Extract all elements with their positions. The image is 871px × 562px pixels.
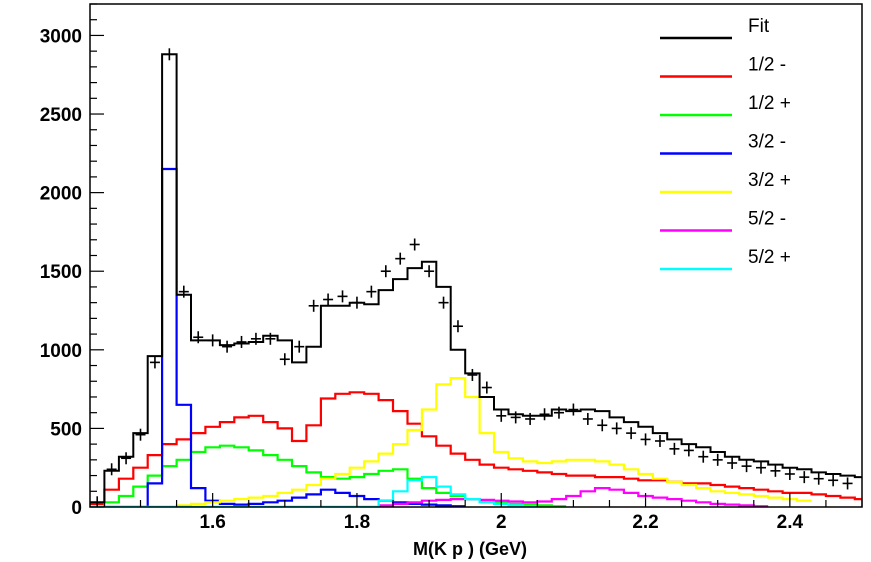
legend-label: Fit [748,16,770,37]
legend-item: 1/2 + [660,93,791,117]
x-tick-label: 2.2 [632,512,658,533]
data-point [770,464,781,477]
legend-item: 5/2 + [660,247,791,271]
legend-item: 5/2 - [660,209,786,232]
histogram-3-2-plus [90,377,812,507]
y-tick-label: 500 [50,419,82,440]
data-point [121,452,132,465]
data-point [525,412,536,425]
data-point [265,332,276,345]
data-point [842,477,853,490]
legend-label: 1/2 - [748,55,786,76]
legend-label: 5/2 - [748,209,786,230]
x-axis-title: M(K p ) (GeV) [413,539,527,559]
data-point [337,290,348,303]
data-point [698,450,709,463]
data-point [250,332,261,345]
data-point [553,406,564,419]
legend-label: 3/2 + [748,170,791,191]
data-point [683,444,694,457]
x-tick-label: 1.8 [344,512,370,533]
data-point [582,412,593,425]
data-point [640,433,651,446]
y-tick-label: 0 [71,498,82,519]
data-point [424,265,435,278]
plot-area [90,48,862,507]
histogram-5-2-plus [90,476,538,507]
data-point [452,320,463,333]
data-point [193,331,204,344]
y-tick-label: 3000 [40,26,82,47]
data-point [409,238,420,251]
data-point [626,427,637,440]
data-point [510,411,521,424]
data-point [135,428,146,441]
legend-item: 1/2 - [660,55,786,78]
y-tick-label: 1500 [40,262,82,283]
data-point [755,461,766,474]
legend-item: 3/2 - [660,132,786,155]
data-point [784,467,795,480]
data-point [222,340,233,353]
data-point [481,381,492,394]
x-tick-label: 1.6 [199,512,225,533]
legend-item: 3/2 + [660,170,791,194]
data-point [236,335,247,348]
y-axis: 0 500 1000 1500 2000 2500 3000 [40,3,104,519]
y-tick-label: 2000 [40,184,82,205]
legend-label: 3/2 - [748,132,786,153]
data-point [712,453,723,466]
data-point [308,299,319,312]
legend-label: 1/2 + [748,93,791,114]
data-point [828,474,839,487]
data-point [799,471,810,484]
data-point [568,403,579,416]
data-point [813,472,824,485]
data-point [164,48,175,61]
histogram-1-2-minus [90,391,862,505]
y-tick-label: 1000 [40,341,82,362]
data-point [654,434,665,447]
data-point [351,296,362,309]
data-point [597,419,608,432]
x-tick-label: 2.4 [777,512,804,533]
histogram-fit [90,53,862,504]
data-point [496,409,507,422]
data-point [438,296,449,309]
x-axis: 1.6 1.8 2 2.2 2.4 [103,493,863,533]
legend: Fit 1/2 - 1/2 + 3/2 - 3/2 + 5/2 - 5/2 + [660,16,791,271]
data-point [539,408,550,421]
data-point [279,353,290,366]
legend-label: 5/2 + [748,247,791,268]
data-point [207,334,218,347]
data-point [106,463,117,476]
x-tick-label: 2 [496,512,507,533]
legend-item: Fit [660,16,770,40]
data-point [727,456,738,469]
data-point [149,356,160,369]
data-point [611,422,622,435]
data-point [380,265,391,278]
y-tick-label: 2500 [40,105,82,126]
data-point [366,285,377,298]
data-point [395,252,406,265]
data-point [323,293,334,306]
data-point [294,340,305,353]
data-point [669,442,680,455]
data-point [178,285,189,298]
data-point [741,460,752,473]
data-point [467,368,478,381]
